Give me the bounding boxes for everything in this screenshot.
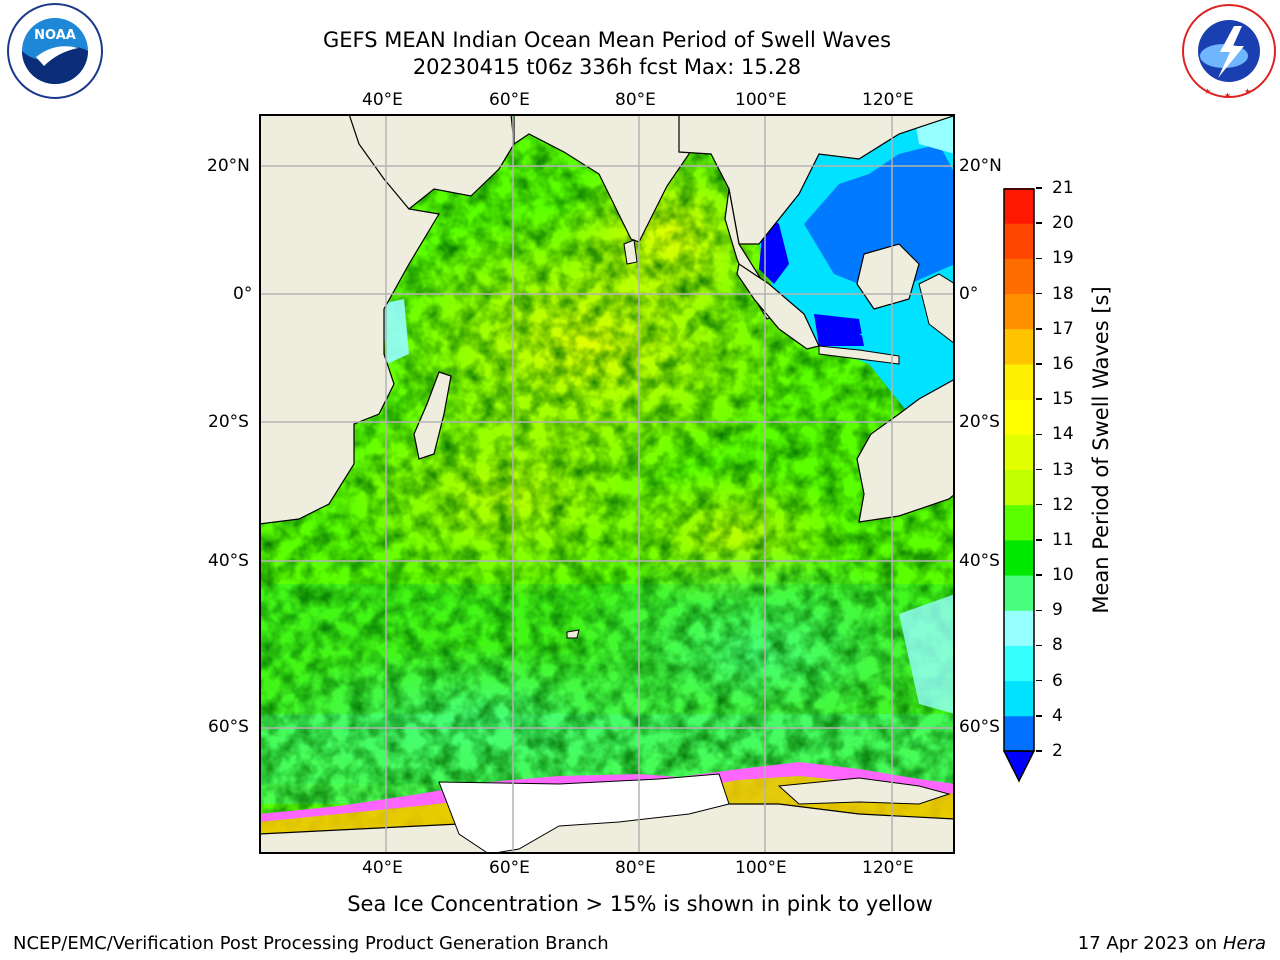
sea-ice-note: Sea Ice Concentration > 15% is shown in … xyxy=(347,892,933,916)
colorbar-tick-mark xyxy=(1036,187,1042,189)
lon-label-bottom-40e: 40°E xyxy=(362,858,403,878)
lon-label-top-80e: 80°E xyxy=(615,90,656,110)
land-seasia xyxy=(678,114,955,245)
lat-label-right-60s: 60°S xyxy=(959,717,1000,737)
colorbar-tick-label: 10 xyxy=(1052,565,1074,586)
colorbar-frame xyxy=(1003,188,1035,752)
colorbar-tick-label: 11 xyxy=(1052,529,1074,550)
colorbar-tick-mark xyxy=(1036,292,1042,295)
lat-label-right-0: 0° xyxy=(959,284,979,304)
colorbar-tick-mark xyxy=(1036,539,1042,541)
lat-label-left-60s: 60°S xyxy=(208,717,249,737)
colorbar-tick-label: 13 xyxy=(1052,459,1074,480)
colorbar-tick-mark xyxy=(1036,398,1042,400)
colorbar-bin-17-18 xyxy=(1004,293,1034,330)
colorbar-tick-label: 16 xyxy=(1052,353,1074,374)
colorbar-tick-label: 15 xyxy=(1052,389,1074,410)
lon-label-bottom-60e: 60°E xyxy=(489,858,530,878)
lon-label-top-120e: 120°E xyxy=(862,90,914,110)
colorbar-bin-12-13 xyxy=(1004,469,1034,506)
noaa-logo-text: NOAA xyxy=(34,28,76,43)
colorbar-tick-label: 21 xyxy=(1052,178,1074,198)
date-footer: 17 Apr 2023 on Hera xyxy=(1078,933,1266,955)
colorbar-tick-mark xyxy=(1036,257,1042,260)
colorbar-tick-mark xyxy=(1036,574,1042,576)
sea-ice-edge xyxy=(259,762,955,822)
colorbar-bin-10-11 xyxy=(1004,539,1034,576)
lat-label-right-20n: 20°N xyxy=(959,156,1002,176)
colorbar-tick-mark xyxy=(1036,363,1042,365)
lon-label-bottom-100e: 100°E xyxy=(735,858,787,878)
colorbar-bin-20-21 xyxy=(1004,188,1034,224)
colorbar-bin-13-14 xyxy=(1004,434,1034,470)
graticule xyxy=(259,114,955,854)
colorbar-tick-label: 6 xyxy=(1052,670,1063,691)
colorbar-bin-16-17 xyxy=(1004,328,1034,365)
lat-label-left-20n: 20°N xyxy=(207,156,250,176)
map-panel xyxy=(259,114,955,854)
lat-label-left-0: 0° xyxy=(233,284,253,304)
colorbar-tick-mark xyxy=(1036,644,1042,647)
colorbar-tick-mark xyxy=(1036,468,1042,471)
map-title: GEFS MEAN Indian Ocean Mean Period of Sw… xyxy=(322,28,892,52)
lon-label-bottom-80e: 80°E xyxy=(615,858,656,878)
colorbar-bin-8-9 xyxy=(1004,610,1034,646)
map-frame xyxy=(259,114,955,854)
colorbar-tick-mark xyxy=(1036,328,1042,330)
colorbar-tick-mark xyxy=(1036,433,1042,436)
colorbar-tick-label: 20 xyxy=(1052,213,1074,234)
land-borneo xyxy=(856,243,920,310)
lon-label-top-60e: 60°E xyxy=(489,90,530,110)
colorbar-tick-mark xyxy=(1036,750,1042,752)
date-text: 17 Apr 2023 on xyxy=(1077,933,1223,954)
lat-label-left-20s: 20°S xyxy=(208,412,249,432)
colorbar-tick-mark xyxy=(1036,715,1042,717)
land-madagascar xyxy=(413,371,452,460)
colorbar-tick-label: 17 xyxy=(1052,318,1074,339)
colorbar-tick-label: 19 xyxy=(1052,248,1074,269)
land-australia xyxy=(856,378,955,523)
lon-label-bottom-120e: 120°E xyxy=(862,858,914,878)
colorbar-bin-14-15 xyxy=(1004,399,1034,435)
colorbar-tick-label: 4 xyxy=(1052,705,1063,726)
colorbar xyxy=(1002,188,1036,783)
colorbar-under-arrow xyxy=(1002,750,1036,783)
colorbar-tick-mark xyxy=(1036,503,1042,506)
colorbar-tick-mark xyxy=(1036,609,1042,611)
lat-label-right-40s: 40°S xyxy=(959,551,1000,571)
svg-text:★: ★ xyxy=(1244,87,1251,96)
colorbar-bin-2-4 xyxy=(1004,715,1034,752)
colorbar-label: Mean Period of Swell Waves [s] xyxy=(1089,286,1113,614)
lon-label-top-100e: 100°E xyxy=(735,90,787,110)
colorbar-tick-label: 9 xyxy=(1052,600,1063,621)
colorbar-tick-mark xyxy=(1036,679,1042,682)
credit-footer: NCEP/EMC/Verification Post Processing Pr… xyxy=(13,933,609,954)
nws-logo: ★ ★ ★ xyxy=(1182,4,1276,100)
colorbar-bin-15-16 xyxy=(1004,363,1034,400)
colorbar-bin-6-8 xyxy=(1004,645,1034,682)
colorbar-bin-11-12 xyxy=(1004,504,1034,541)
colorbar-label-box: Mean Period of Swell Waves [s] xyxy=(1086,240,1116,660)
svg-text:★: ★ xyxy=(1204,87,1211,96)
colorbar-tick-label: 12 xyxy=(1052,494,1074,515)
colorbar-tick-label: 18 xyxy=(1052,283,1074,304)
colorbar-bin-9-10 xyxy=(1004,575,1034,611)
lon-label-top-40e: 40°E xyxy=(362,90,403,110)
colorbar-tick-label: 2 xyxy=(1052,741,1063,761)
lat-label-right-20s: 20°S xyxy=(959,412,1000,432)
map-subtitle: 20230415 t06z 336h fcst Max: 15.28 xyxy=(412,55,802,79)
colorbar-tick-label: 14 xyxy=(1052,424,1074,445)
machine-name: Hera xyxy=(1222,933,1266,954)
colorbar-tick-label: 8 xyxy=(1052,635,1063,656)
colorbar-tick-mark xyxy=(1036,222,1042,224)
lat-label-left-40s: 40°S xyxy=(208,551,249,571)
colorbar-bin-19-20 xyxy=(1004,223,1034,259)
colorbar-bin-4-6 xyxy=(1004,680,1034,717)
colorbar-bin-18-19 xyxy=(1004,258,1034,295)
svg-text:★: ★ xyxy=(1224,91,1231,100)
noaa-logo: NOAA xyxy=(7,3,103,99)
